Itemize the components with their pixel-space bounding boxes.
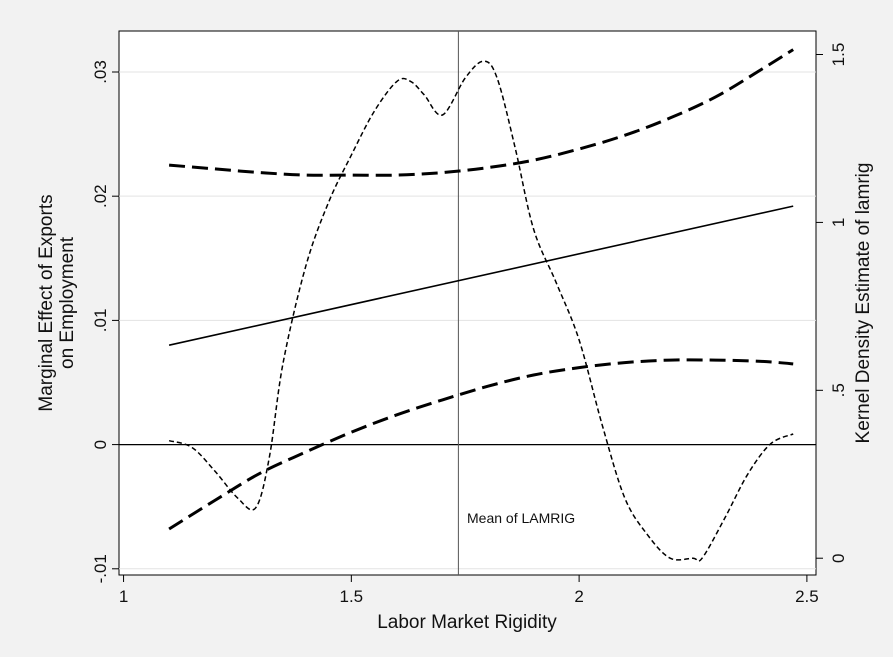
series-line-marginal-effect [168, 205, 794, 346]
y2-tick-label-0: 0 [829, 553, 848, 562]
mean-annotation: Mean of LAMRIG [467, 510, 575, 526]
y-axis-title-line-1: Marginal Effect of Exports [36, 194, 57, 411]
y2-tick-label-3: 1.5 [829, 43, 848, 67]
y-tick-label-4: .03 [91, 60, 110, 84]
x-axis-title: Labor Market Rigidity [377, 612, 557, 633]
y2-tick-label-1: .5 [829, 383, 848, 397]
plot-area [118, 30, 817, 576]
y-tick-label-2: .01 [91, 309, 110, 333]
series-line-upper-ci [168, 48, 794, 177]
y-tick-label-1: 0 [91, 440, 110, 449]
series-line-lower-ci [168, 358, 794, 531]
axis-layer: 1 1.5 2 2.5 -.01 0 .01 .02 .03 0 .5 1 1.5 [91, 43, 848, 606]
y2-tick-label-2: 1 [829, 218, 848, 227]
y2-axis-title: Kernel Density Estimate of lamrig [853, 163, 874, 444]
x-tick-label-3: 2.5 [795, 587, 819, 606]
series-line-kernel-density [168, 60, 794, 562]
y-tick-label-0: -.01 [91, 554, 110, 583]
reference-lines [119, 31, 816, 575]
y-axis-title-line-2: on Employment [57, 236, 78, 369]
series-layer [168, 48, 794, 562]
x-tick-label-1: 1.5 [340, 587, 364, 606]
x-tick-label-2: 2 [574, 587, 583, 606]
x-tick-label-0: 1 [119, 587, 128, 606]
y-tick-label-3: .02 [91, 184, 110, 208]
